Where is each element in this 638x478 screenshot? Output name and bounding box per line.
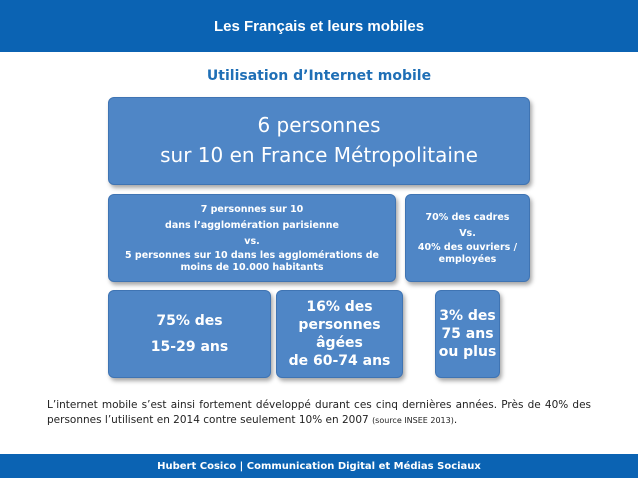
- stat-line: 40% des ouvriers / employées: [417, 242, 518, 265]
- stat-box-age-75-plus: 3% des 75 ans ou plus: [435, 290, 500, 378]
- stat-line: 7 personnes sur 10: [200, 204, 304, 215]
- stat-line: 16% des: [306, 299, 373, 315]
- stat-line: sur 10 en France Métropolitaine: [160, 143, 478, 167]
- stat-line: Vs.: [459, 228, 476, 239]
- stat-line: personnes âgées: [298, 317, 381, 351]
- stat-box-agglomeration: 7 personnes sur 10 dans l’agglomération …: [108, 194, 396, 282]
- source-note: (source INSEE 2013): [372, 416, 454, 425]
- stat-line: 75 ans: [441, 326, 494, 342]
- stat-line: 15-29 ans: [150, 339, 229, 355]
- stat-line: 5 personnes sur 10 dans les agglomératio…: [124, 250, 380, 273]
- stat-box-age-15-29: 75% des 15-29 ans: [108, 290, 271, 378]
- section-subtitle: Utilisation d’Internet mobile: [206, 68, 432, 84]
- stat-line: vs.: [244, 236, 260, 247]
- stat-line: 70% des cadres: [425, 212, 510, 223]
- stat-box-age-60-74: 16% des personnes âgées de 60-74 ans: [276, 290, 403, 378]
- paragraph-end: .: [453, 414, 458, 426]
- stat-box-france: 6 personnes sur 10 en France Métropolita…: [108, 97, 530, 185]
- slide-title: Les Français et leurs mobiles: [213, 17, 425, 35]
- stat-line: ou plus: [438, 344, 497, 360]
- stat-line: de 60-74 ans: [288, 353, 391, 369]
- stat-line: 6 personnes: [257, 113, 381, 137]
- body-paragraph: L’internet mobile s’est ainsi fortement …: [47, 398, 591, 428]
- stat-line: 3% des: [439, 308, 496, 324]
- footer-bar: Hubert Cosico | Communication Digital et…: [0, 454, 638, 478]
- stat-box-profession: 70% des cadres Vs. 40% des ouvriers / em…: [405, 194, 530, 282]
- stat-line: 75% des: [156, 313, 223, 329]
- footer-text: Hubert Cosico | Communication Digital et…: [157, 460, 481, 472]
- header-bar: Les Français et leurs mobiles: [0, 0, 638, 52]
- stat-line: dans l’agglomération parisienne: [165, 220, 339, 231]
- paragraph-text: L’internet mobile s’est ainsi fortement …: [47, 399, 591, 426]
